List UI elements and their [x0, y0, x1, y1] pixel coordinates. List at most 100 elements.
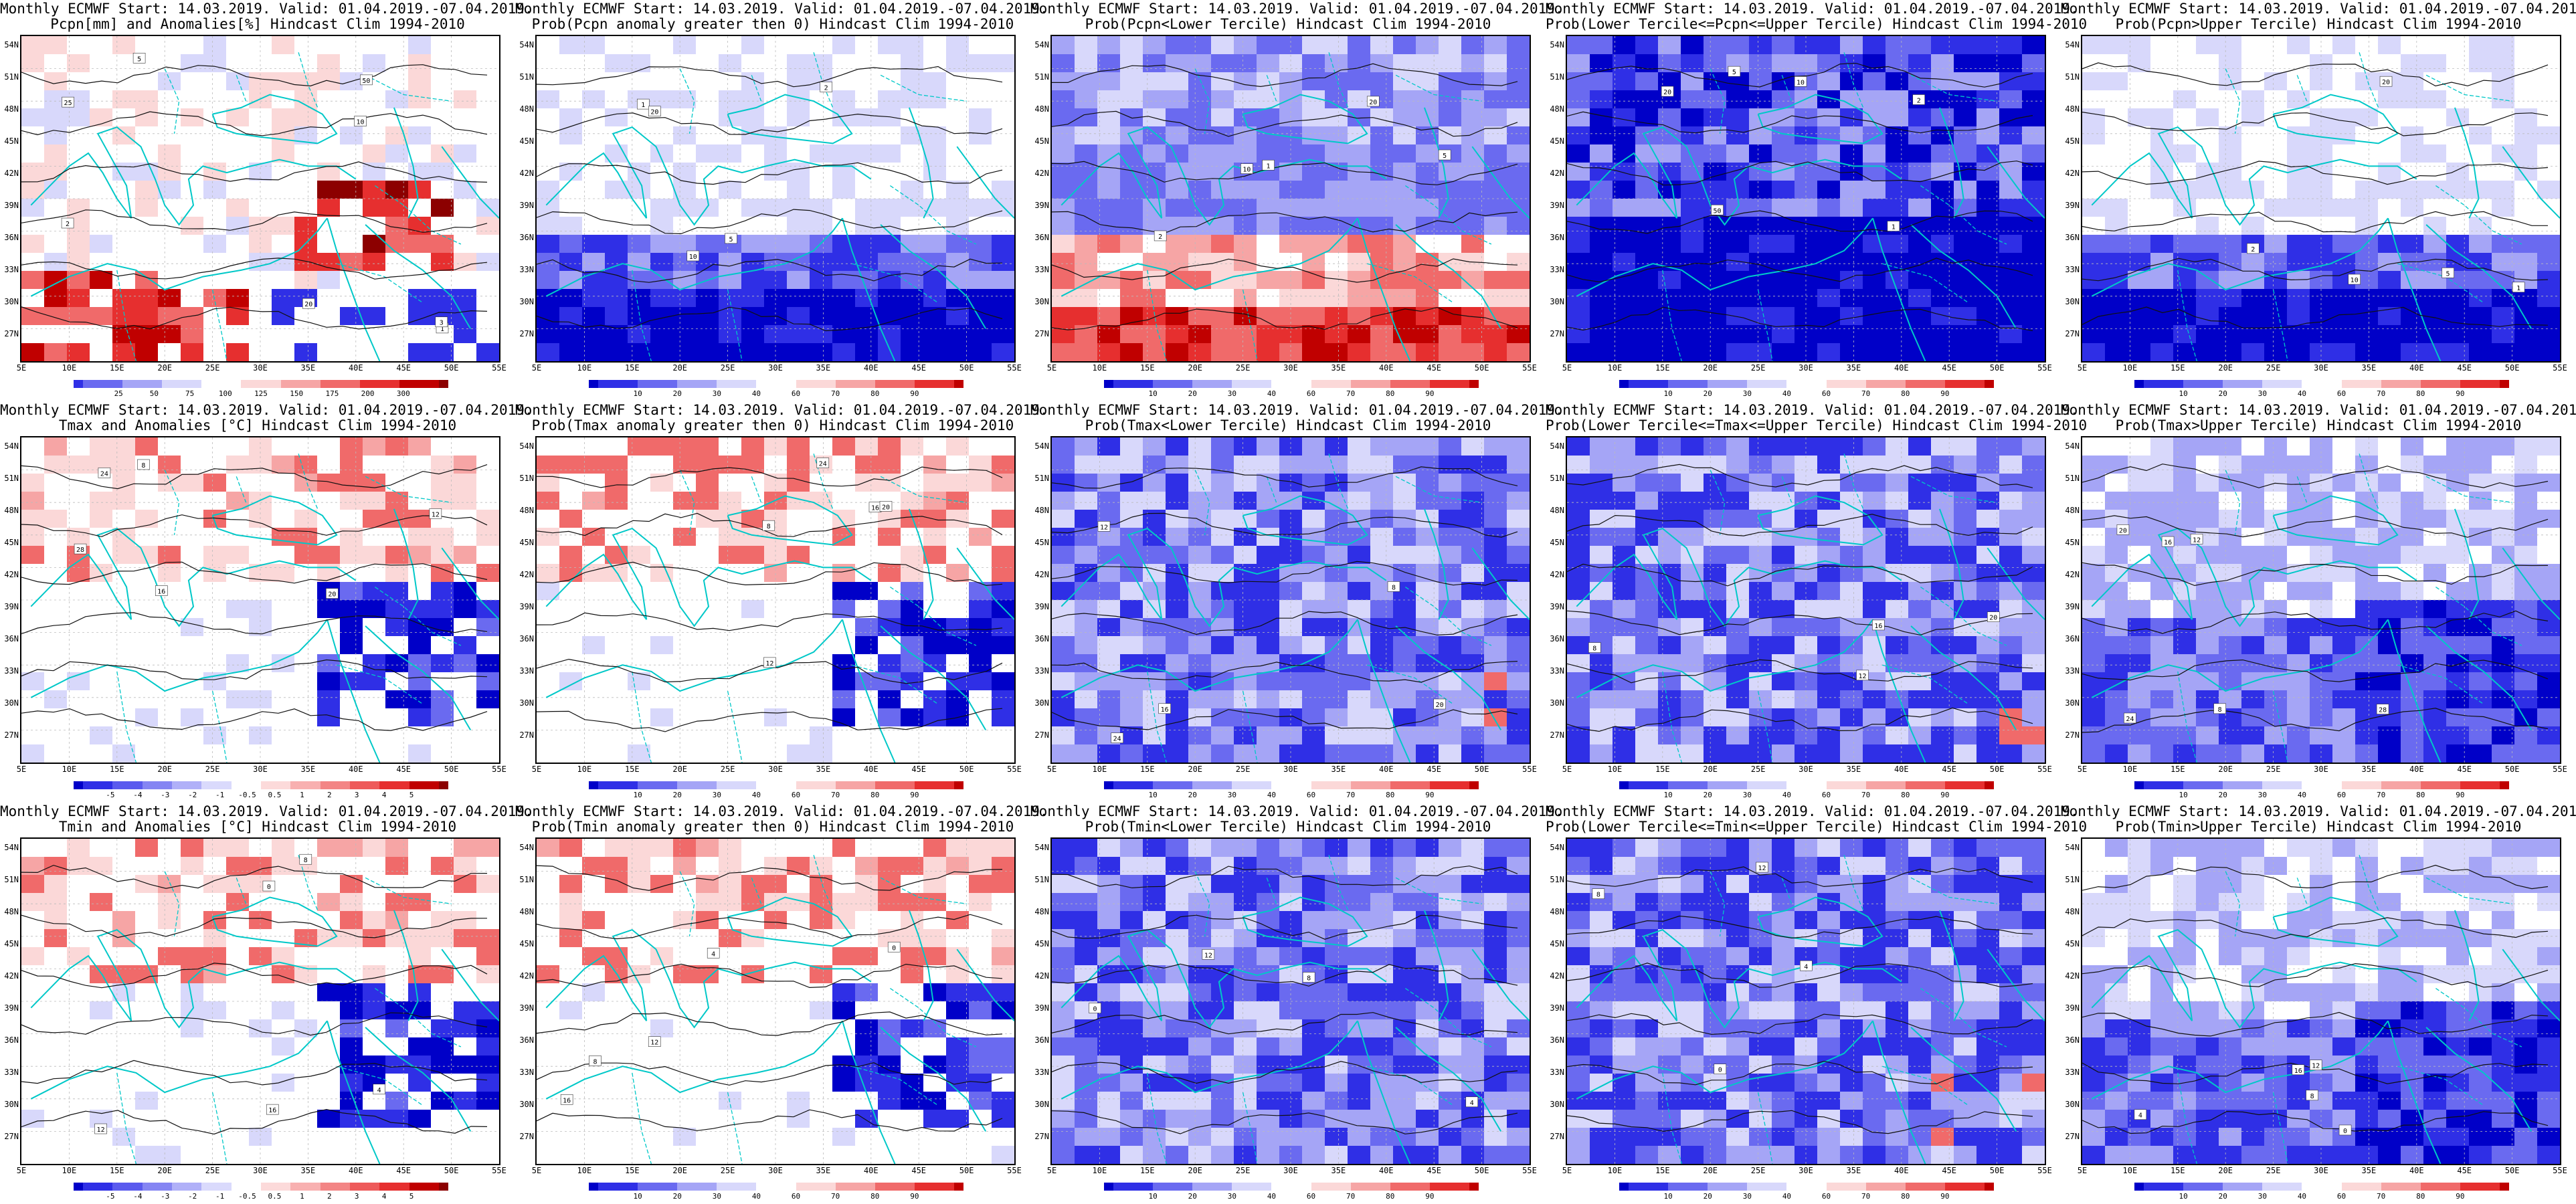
field-cell: [2537, 618, 2560, 637]
lat-label: 27N: [519, 329, 534, 338]
field-cell: [855, 72, 879, 91]
field-cell: [696, 437, 719, 456]
field-cell: [1749, 456, 1772, 474]
field-cell: [1567, 708, 1590, 727]
field-cell: [582, 289, 606, 308]
field-cell: [2401, 36, 2424, 55]
field-cell: [1704, 235, 1727, 254]
field-cell: [1567, 289, 1590, 308]
field-cell: [628, 528, 651, 546]
field-cell: [878, 744, 901, 763]
field-cell: [559, 437, 583, 456]
field-cell: [1795, 582, 1818, 601]
field-cell: [1211, 54, 1234, 73]
field-cell: [1257, 618, 1280, 637]
field-cell: [158, 1092, 181, 1110]
field-cell: [90, 217, 113, 235]
field-cell: [1439, 474, 1462, 492]
lon-label: 55E: [2553, 363, 2567, 373]
field-cell: [272, 307, 295, 326]
field-cell: [431, 289, 454, 308]
field-cell: [855, 672, 879, 691]
field-cell: [67, 108, 90, 127]
field-cell: [1908, 564, 1932, 583]
field-cell: [476, 181, 499, 199]
contour-line: [537, 708, 1003, 732]
colorbar-swatch: [1153, 781, 1193, 789]
lon-label: 45E: [2457, 363, 2472, 373]
field-cell: [203, 744, 227, 763]
field-cell: [2469, 271, 2492, 290]
panel-title-line1: Monthly ECMWF Start: 14.03.2019. Valid: …: [0, 803, 533, 819]
coastline: [1357, 217, 1411, 361]
lon-label: 35E: [300, 363, 316, 373]
field-cell: [1075, 636, 1098, 655]
field-cell: [2332, 72, 2356, 91]
field-cell: [2514, 108, 2538, 127]
field-cell: [992, 690, 1014, 709]
field-cell: [2310, 492, 2333, 510]
field-cell: [340, 875, 363, 894]
field-cell: [992, 235, 1014, 254]
colorbar-label: -3: [161, 791, 170, 799]
field-cell: [2423, 108, 2447, 127]
field-cell: [2514, 90, 2538, 109]
field-cell: [1439, 492, 1462, 510]
field-cell: [1840, 343, 1863, 361]
contour-line: [21, 258, 488, 280]
field-cell: [431, 600, 454, 619]
field-cell: [21, 456, 45, 474]
field-cell: [2514, 546, 2538, 565]
field-cell: [1211, 343, 1234, 361]
field-cell: [249, 726, 272, 745]
field-cell: [673, 72, 697, 91]
field-cell: [1439, 325, 1462, 344]
field-cell: [21, 911, 45, 930]
contour-label: 10: [1240, 163, 1253, 174]
lon-label: 10E: [1092, 363, 1107, 373]
field-cell: [1097, 36, 1121, 55]
field-cell: [628, 708, 651, 727]
field-cell: [1120, 54, 1143, 73]
field-cell: [249, 343, 272, 361]
field-cell: [454, 289, 477, 308]
coastline: [956, 547, 1014, 620]
field-cell: [1461, 235, 1485, 254]
field-cell: [1885, 582, 1909, 601]
field-cell: [787, 564, 810, 583]
field-cell: [2196, 36, 2219, 55]
field-cell: [2446, 54, 2470, 73]
field-cell: [810, 474, 833, 492]
field-cell: [1211, 36, 1234, 55]
field-cell: [203, 72, 227, 91]
field-cell: [385, 708, 409, 727]
coastline: [2454, 508, 2480, 620]
field-cell: [2150, 54, 2174, 73]
field-cell: [1120, 582, 1143, 601]
field-cell: [1863, 546, 1886, 565]
field-cell: [272, 181, 295, 199]
coastline: [1757, 495, 1883, 546]
lat-label: 51N: [1034, 474, 1049, 483]
field-cell: [1658, 271, 1681, 290]
field-cell: [1681, 474, 1704, 492]
field-cell: [1772, 126, 1795, 145]
field-cell: [1954, 564, 1977, 583]
field-cell: [1234, 654, 1257, 673]
field-cell: [2082, 528, 2106, 546]
field-cell: [1567, 181, 1590, 199]
contour-line: [1567, 161, 2033, 186]
field-cell: [1658, 528, 1681, 546]
field-cell: [1772, 54, 1795, 73]
field-cell: [1976, 217, 2000, 235]
field-cell: [2514, 708, 2538, 727]
field-cell: [628, 253, 651, 272]
field-cell: [1257, 217, 1280, 235]
colorbar-swatch: [2420, 781, 2460, 789]
field-cell: [476, 582, 499, 601]
field-cell: [2082, 744, 2106, 763]
contour-label: 24: [98, 468, 111, 478]
